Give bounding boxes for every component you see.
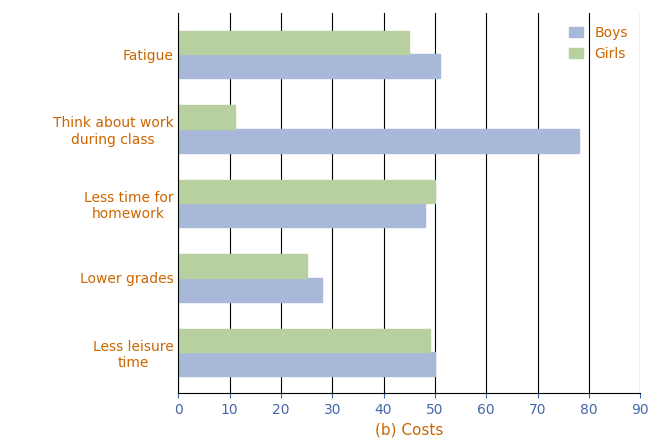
Bar [178,329,430,352]
Bar [178,55,440,78]
X-axis label: (b) Costs: (b) Costs [375,422,444,438]
Bar [178,352,435,376]
Bar [178,254,306,278]
Bar [178,105,235,129]
Bar [178,278,322,302]
Legend: Boys, Girls: Boys, Girls [564,21,633,67]
Bar [178,203,424,227]
Bar [178,180,435,203]
Bar [178,129,579,153]
Bar [178,30,409,55]
